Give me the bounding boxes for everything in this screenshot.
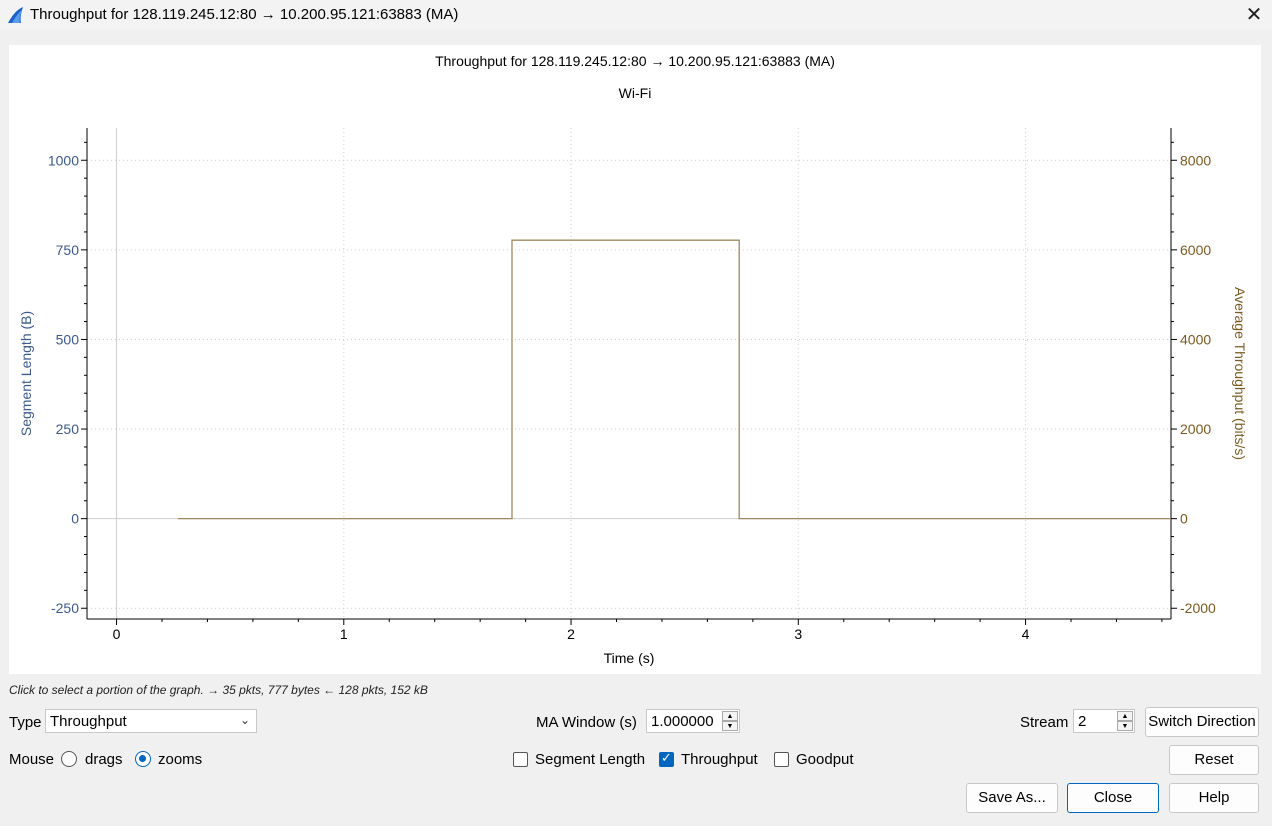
throughput-checkbox[interactable]	[659, 750, 674, 767]
y-left-tick-label: 250	[56, 421, 80, 437]
y-right-axis-label: Average Throughput (bits/s)	[1232, 287, 1248, 460]
type-select[interactable]: Throughput ⌄	[45, 709, 257, 733]
graph-panel[interactable]: Throughput for 128.119.245.12:80 → 10.20…	[9, 45, 1261, 674]
window-title: Throughput for 128.119.245.12:80 → 10.20…	[30, 6, 459, 23]
y-left-tick-label: 1000	[48, 152, 79, 168]
help-button[interactable]: Help	[1169, 783, 1259, 813]
x-axis-label: Time (s)	[604, 650, 655, 666]
zooms-label[interactable]: zooms	[158, 751, 203, 768]
spin-down-icon[interactable]: ▼	[1117, 721, 1133, 731]
throughput-series-line	[177, 239, 1171, 520]
chevron-down-icon: ⌄	[239, 713, 250, 727]
x-tick-label: 0	[113, 626, 121, 642]
x-tick-label: 3	[794, 626, 802, 642]
y-right-tick-label: -2000	[1180, 600, 1216, 616]
close-window-icon[interactable]: ✕	[1245, 4, 1263, 26]
wireshark-fin-icon	[8, 7, 23, 23]
y-right-tick-label: 2000	[1180, 421, 1211, 437]
segment-length-label[interactable]: Segment Length	[535, 751, 646, 768]
y-left-tick-label: 500	[56, 331, 80, 347]
stream-spinbox[interactable]: 2 ▲ ▼	[1073, 709, 1135, 733]
y-right-tick-label: 6000	[1180, 242, 1211, 258]
spin-up-icon[interactable]: ▲	[722, 711, 738, 721]
stream-label: Stream	[1020, 714, 1069, 731]
ma-window-label: MA Window (s)	[536, 714, 637, 731]
spin-down-icon[interactable]: ▼	[722, 721, 738, 731]
throughput-chart[interactable]: Throughput for 128.119.245.12:80 → 10.20…	[9, 45, 1261, 674]
x-tick-label: 2	[567, 626, 575, 642]
goodput-label[interactable]: Goodput	[796, 751, 854, 768]
drags-label[interactable]: drags	[85, 751, 123, 768]
window-titlebar: Throughput for 128.119.245.12:80 → 10.20…	[0, 0, 1272, 30]
selection-hint: Click to select a portion of the graph. …	[9, 683, 428, 697]
y-right-tick-label: 0	[1180, 511, 1188, 527]
y-left-tick-label: -250	[51, 600, 79, 616]
mouse-label: Mouse	[9, 751, 55, 768]
chart-title: Throughput for 128.119.245.12:80 → 10.20…	[435, 53, 835, 69]
reset-button[interactable]: Reset	[1169, 745, 1259, 775]
y-left-tick-label: 0	[71, 511, 79, 527]
stream-value: 2	[1078, 713, 1087, 730]
mouse-zooms-radio[interactable]	[135, 751, 151, 767]
goodput-checkbox[interactable]	[774, 752, 789, 767]
y-left-axis-label: Segment Length (B)	[18, 311, 34, 436]
y-left-tick-label: 750	[56, 242, 80, 258]
type-select-value: Throughput	[50, 713, 127, 730]
y-right-tick-label: 4000	[1180, 331, 1211, 347]
chart-subtitle: Wi-Fi	[619, 85, 652, 101]
mouse-drags-radio[interactable]	[61, 751, 77, 767]
x-tick-label: 1	[340, 626, 348, 642]
spin-up-icon[interactable]: ▲	[1117, 711, 1133, 721]
switch-direction-button[interactable]: Switch Direction	[1145, 707, 1259, 737]
close-button[interactable]: Close	[1067, 783, 1159, 813]
x-tick-label: 4	[1022, 626, 1030, 642]
save-as-button[interactable]: Save As...	[966, 783, 1058, 813]
throughput-label[interactable]: Throughput	[681, 751, 758, 768]
segment-length-checkbox[interactable]	[513, 752, 528, 767]
type-label: Type	[9, 714, 42, 731]
ma-window-spinbox[interactable]: 1.000000 ▲ ▼	[646, 709, 740, 733]
y-right-tick-label: 8000	[1180, 152, 1211, 168]
ma-window-value: 1.000000	[651, 713, 714, 730]
